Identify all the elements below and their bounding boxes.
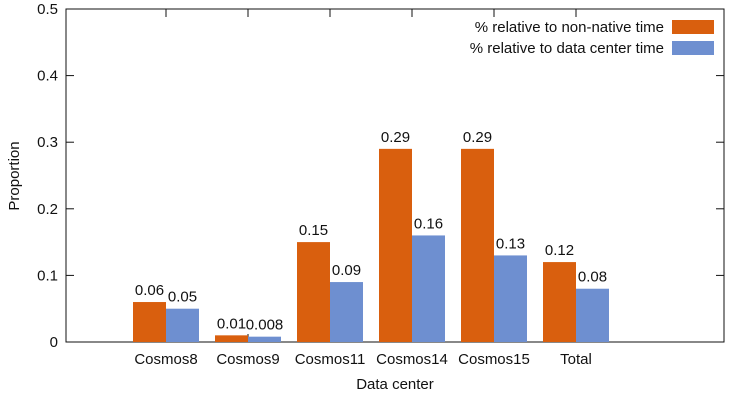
data-label: 0.06 (135, 282, 164, 299)
x-tick-label: Cosmos14 (376, 351, 448, 368)
x-tick-label: Cosmos11 (295, 351, 366, 368)
bar-non-native (297, 242, 330, 342)
x-tick-label: Cosmos8 (134, 351, 197, 368)
data-label: 0.008 (246, 317, 284, 334)
bar-data-center (166, 308, 199, 342)
bar-non-native (379, 148, 412, 342)
data-label: 0.12 (545, 242, 574, 259)
data-label: 0.01 (217, 315, 246, 332)
y-tick-label: 0.4 (37, 68, 58, 85)
x-axis-title: Data center (356, 376, 434, 393)
bar-data-center (494, 255, 527, 342)
bar-non-native (543, 262, 576, 342)
x-tick-label: Cosmos15 (458, 351, 530, 368)
data-label: 0.29 (463, 129, 492, 146)
y-tick-label: 0.2 (37, 201, 58, 218)
bar-non-native (461, 148, 494, 342)
x-tick-label: Total (560, 351, 592, 368)
data-label: 0.15 (299, 222, 328, 239)
y-tick-label: 0.5 (37, 1, 58, 18)
y-axis-title: Proportion (6, 141, 23, 210)
x-tick-label: Cosmos9 (216, 351, 279, 368)
bar-data-center (330, 282, 363, 342)
legend-swatch (672, 41, 714, 55)
data-label: 0.13 (496, 235, 525, 252)
bar-data-center (248, 336, 281, 342)
bar-data-center (576, 288, 609, 342)
bar-non-native (215, 335, 248, 342)
legend-label: % relative to data center time (470, 40, 664, 57)
legend: % relative to non-native time % relative … (470, 19, 714, 57)
y-axis: 0 0.1 0.2 0.3 0.4 0.5 (37, 1, 724, 351)
bar-data-center (412, 235, 445, 342)
data-label: 0.29 (381, 129, 410, 146)
legend-swatch (672, 20, 714, 34)
data-label: 0.16 (414, 215, 443, 232)
data-label: 0.08 (578, 269, 607, 286)
y-tick-label: 0.1 (37, 267, 58, 284)
data-label: 0.09 (332, 262, 361, 279)
y-tick-label: 0 (50, 334, 58, 351)
bars (133, 148, 609, 342)
legend-label: % relative to non-native time (475, 19, 664, 36)
data-labels: 0.06 0.05 0.01 0.008 0.15 0.09 0.29 0.16 0.29 0.1… (135, 129, 607, 334)
y-tick-label: 0.3 (37, 134, 58, 151)
bar-non-native (133, 302, 166, 342)
data-label: 0.05 (168, 289, 197, 306)
